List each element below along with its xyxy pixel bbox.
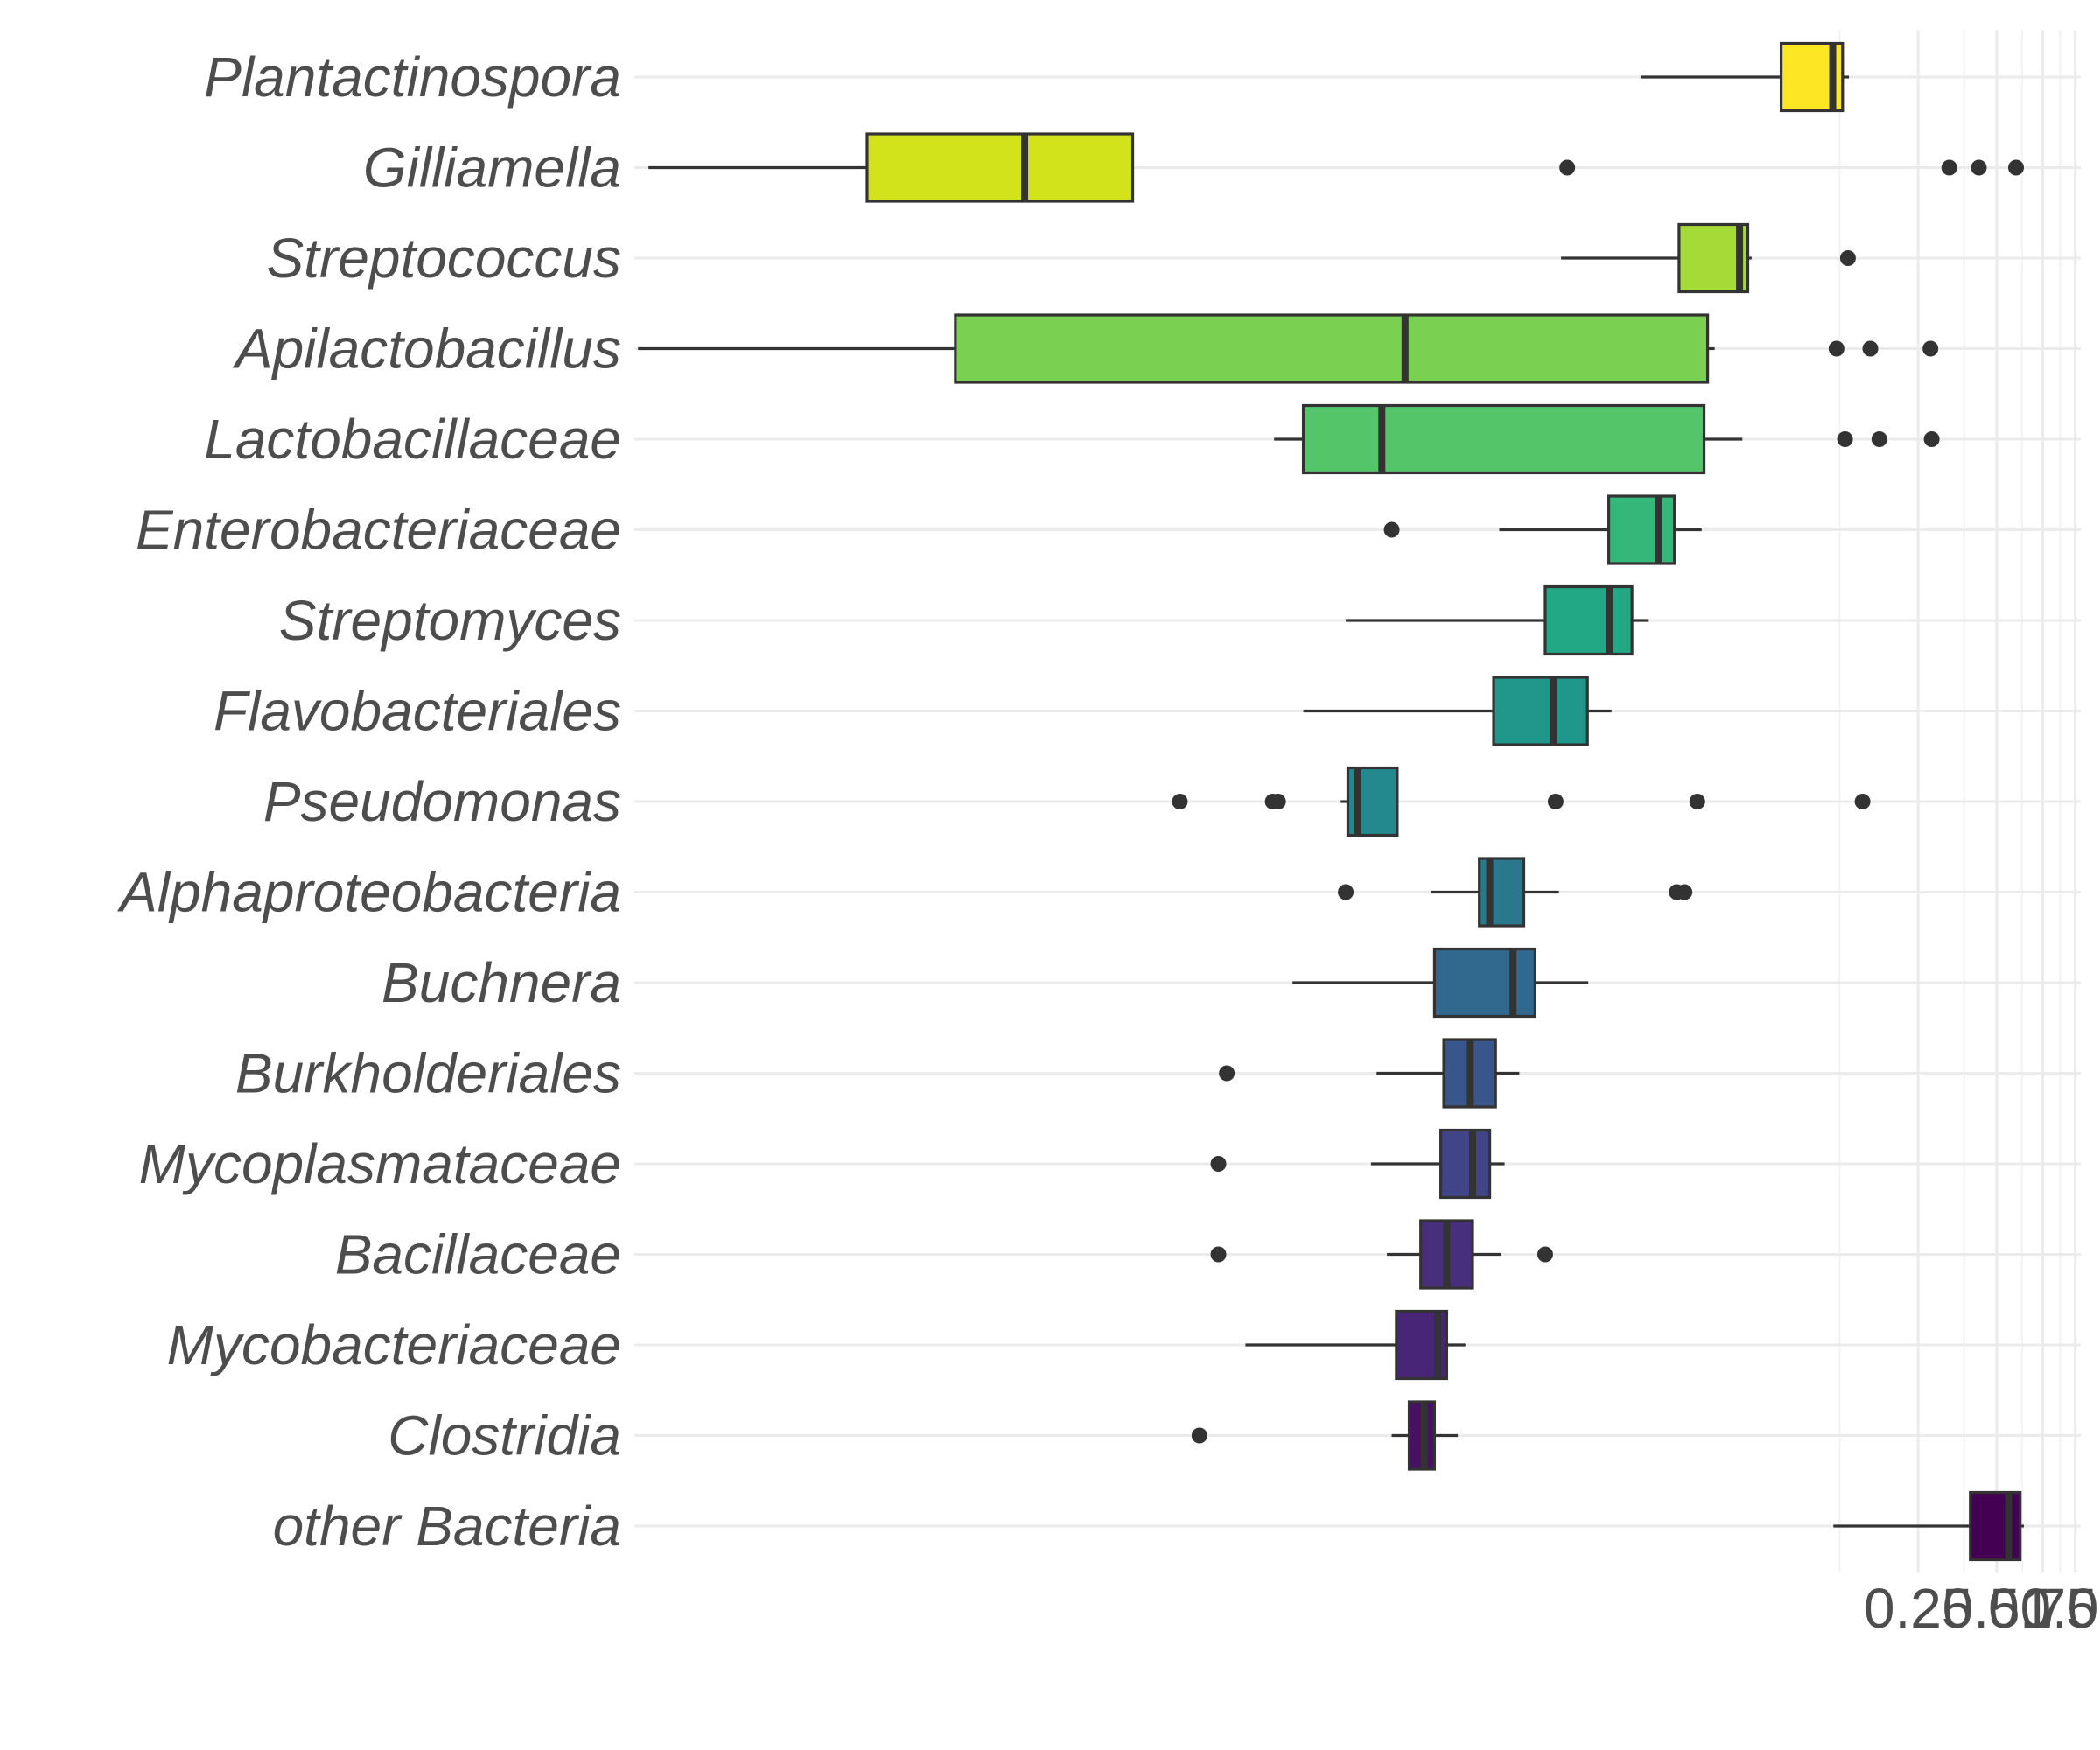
- outlier-point: [1676, 884, 1693, 900]
- box-group: [1833, 1490, 2024, 1562]
- category-label: Buchnera: [382, 951, 621, 1014]
- box-group: [1191, 1400, 1459, 1471]
- outlier-point: [1383, 522, 1400, 538]
- box-group: [1172, 766, 1871, 837]
- x-tick-label: 0.75: [1988, 1577, 2097, 1640]
- box: [1439, 1128, 1492, 1200]
- box: [1492, 676, 1589, 746]
- outlier-point: [2008, 159, 2025, 176]
- x-tick-label: 0.25: [1864, 1577, 1973, 1640]
- box: [1478, 857, 1526, 928]
- outlier-point: [1941, 159, 1957, 176]
- box: [865, 132, 1135, 203]
- outlier-point: [1854, 794, 1871, 809]
- x-tick-label: 1.00: [2020, 1577, 2100, 1640]
- outlier-point: [1270, 794, 1286, 809]
- category-label: Enterobacteriaceae: [136, 499, 621, 562]
- box-group: [1245, 1309, 1466, 1381]
- box-group: [1383, 494, 1702, 565]
- outlier-point: [1338, 884, 1354, 900]
- box-group: [1641, 41, 1850, 113]
- box: [1301, 403, 1706, 475]
- x-axis-ticks: 0.250.500.751.00: [1864, 1577, 2100, 1640]
- outlier-point: [1689, 794, 1705, 809]
- box-group: [1210, 1128, 1505, 1200]
- x-tick-label: 0.50: [1942, 1577, 2052, 1640]
- category-label: Burkholderiales: [235, 1042, 621, 1105]
- category-label: Plantactinospora: [204, 46, 621, 108]
- category-label: Gilliamella: [363, 136, 621, 200]
- category-labels: Plantactinospora Gilliamella Streptococcus…: [116, 46, 621, 1558]
- outlier-point: [1970, 159, 1987, 176]
- category-label: other Bacteria: [273, 1494, 621, 1558]
- category-label: Mycoplasmataceae: [139, 1132, 621, 1195]
- box-group: [1274, 403, 1940, 475]
- category-label: Pseudomonas: [263, 770, 621, 833]
- box: [1432, 947, 1536, 1018]
- box: [1544, 584, 1634, 656]
- category-label: Clostridia: [388, 1404, 621, 1467]
- box-layer: [638, 41, 2025, 1562]
- category-label: Lactobacillaceae: [204, 408, 621, 471]
- outlier-point: [1191, 1427, 1208, 1444]
- outlier-point: [1862, 340, 1879, 357]
- outlier-point: [1922, 340, 1939, 357]
- outlier-point: [1871, 431, 1887, 447]
- outlier-point: [1828, 340, 1844, 357]
- box-group: [638, 313, 1939, 384]
- box: [1607, 494, 1676, 565]
- outlier-point: [1536, 1246, 1553, 1263]
- box-group: [1210, 1219, 1553, 1290]
- category-label: Streptomyces: [279, 589, 621, 652]
- box-group: [1219, 1038, 1520, 1109]
- category-label: Streptococcus: [266, 227, 621, 290]
- category-label: Alphaproteobacteria: [116, 861, 621, 924]
- outlier-point: [1172, 794, 1188, 809]
- box-group: [1561, 222, 1856, 294]
- outlier-point: [1547, 794, 1564, 809]
- outlier-point: [1210, 1156, 1227, 1172]
- outlier-point: [1837, 431, 1853, 447]
- box: [1969, 1490, 2022, 1562]
- outlier-point: [1210, 1246, 1227, 1263]
- category-label: Apilactobacillus: [232, 318, 621, 381]
- category-label: Mycobacteriaceae: [167, 1313, 621, 1376]
- outlier-point: [1559, 159, 1576, 176]
- outlier-point: [1923, 431, 1940, 447]
- box: [954, 313, 1710, 384]
- outlier-point: [1839, 250, 1856, 266]
- box-group: [1292, 947, 1589, 1018]
- category-label: Flavobacteriales: [214, 680, 621, 743]
- box-group: [648, 132, 2025, 203]
- box-group: [1346, 584, 1649, 656]
- outlier-point: [1219, 1065, 1236, 1082]
- box-group: [1303, 676, 1612, 746]
- box-group: [1338, 857, 1693, 928]
- category-label: Bacillaceae: [335, 1223, 621, 1286]
